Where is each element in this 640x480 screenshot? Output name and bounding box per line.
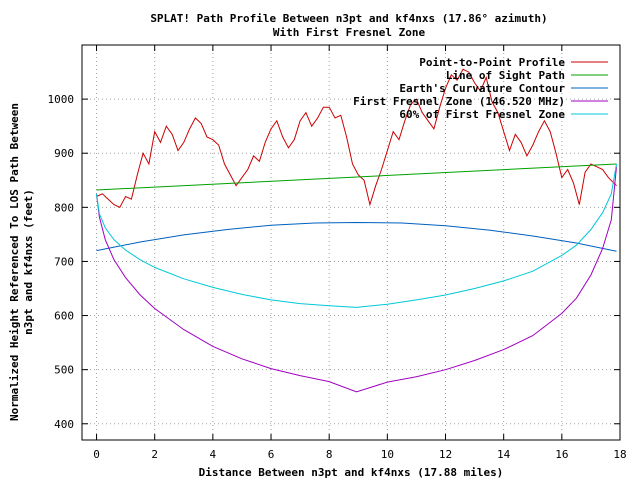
chart-title-line1: SPLAT! Path Profile Between n3pt and kf4… — [150, 12, 547, 25]
y-tick-label: 900 — [54, 147, 74, 160]
x-tick-label: 4 — [210, 448, 217, 461]
series-lines — [96, 68, 617, 393]
axis-ticks: 0 2 4 6 8 10 12 14 16 18 400 500 600 700 800 900 1000 — [48, 45, 627, 461]
legend-label-4: 60% of First Fresnel Zone — [399, 108, 565, 121]
x-tick-label: 2 — [151, 448, 158, 461]
series-line-3 — [96, 166, 617, 393]
legend-label-3: First Fresnel Zone (146.520 MHz) — [353, 95, 565, 108]
x-tick-label: 12 — [439, 448, 452, 461]
series-line-4 — [96, 163, 617, 308]
x-tick-label: 14 — [497, 448, 511, 461]
y-tick-label: 700 — [54, 255, 74, 268]
legend-label-2: Earth's Curvature Contour — [399, 82, 565, 95]
x-tick-label: 6 — [268, 448, 275, 461]
legend-label-0: Point-to-Point Profile — [419, 56, 565, 69]
x-tick-label: 0 — [93, 448, 100, 461]
plot-frame — [81, 44, 621, 441]
y-tick-label: 600 — [54, 310, 74, 323]
y-axis-label-line1: Normalized Height Referenced To LOS Path… — [8, 103, 21, 421]
series-line-0 — [96, 68, 617, 208]
y-tick-label: 1000 — [48, 93, 75, 106]
x-tick-label: 8 — [326, 448, 333, 461]
series-line-2 — [96, 221, 617, 252]
series-line-1 — [96, 163, 617, 191]
y-tick-label: 500 — [54, 364, 74, 377]
grid-lines — [82, 45, 620, 440]
chart-title-line2: With First Fresnel Zone — [273, 26, 426, 39]
y-tick-label: 400 — [54, 418, 74, 431]
x-axis-label: Distance Between n3pt and kf4nxs (17.88 … — [199, 466, 504, 479]
x-tick-label: 10 — [381, 448, 394, 461]
y-axis-label-line2: n3pt and kf4nxs (feet) — [22, 189, 35, 335]
y-tick-label: 800 — [54, 201, 74, 214]
x-tick-label: 16 — [555, 448, 568, 461]
x-tick-label: 18 — [613, 448, 626, 461]
legend-label-1: Line of Sight Path — [446, 69, 565, 82]
